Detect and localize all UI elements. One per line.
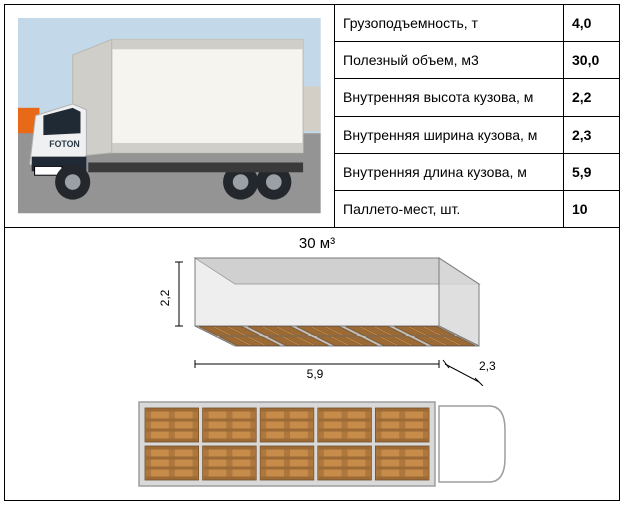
volume-label: 30 м³ [299, 236, 335, 252]
outer-frame: FOTON Грузоподъемность, т 4,0 Полезный о… [4, 4, 620, 501]
dim-length: 5,9 [307, 367, 324, 381]
truck-photo: FOTON [18, 18, 321, 213]
truck-photo-cell: FOTON [5, 5, 335, 227]
spec-label: Грузоподъемность, т [335, 5, 564, 41]
iso-diagram: 30 м³ 2,2 5,9 [139, 236, 499, 386]
spec-table: Грузоподъемность, т 4,0 Полезный объем, … [335, 5, 619, 227]
spec-row-4: Внутренняя длина кузова, м 5,9 [335, 154, 619, 191]
spec-row-2: Внутренняя высота кузова, м 2,2 [335, 79, 619, 116]
spec-row-5: Паллето-мест, шт. 10 [335, 191, 619, 227]
spec-label: Паллето-мест, шт. [335, 191, 564, 227]
spec-value: 10 [564, 191, 619, 227]
spec-label: Полезный объем, м3 [335, 42, 564, 78]
spec-row-0: Грузоподъемность, т 4,0 [335, 5, 619, 42]
spec-row-1: Полезный объем, м3 30,0 [335, 42, 619, 79]
dim-width: 2,3 [479, 359, 496, 373]
diagram-section: 30 м³ 2,2 5,9 [5, 228, 619, 500]
spec-value: 2,3 [564, 117, 619, 153]
spec-value: 5,9 [564, 154, 619, 190]
top-section: FOTON Грузоподъемность, т 4,0 Полезный о… [5, 5, 619, 228]
spec-value: 2,2 [564, 79, 619, 115]
spec-value: 30,0 [564, 42, 619, 78]
spec-label: Внутренняя длина кузова, м [335, 154, 564, 190]
spec-label: Внутренняя высота кузова, м [335, 79, 564, 115]
spec-value: 4,0 [564, 5, 619, 41]
spec-row-3: Внутренняя ширина кузова, м 2,3 [335, 117, 619, 154]
dim-height: 2,2 [158, 289, 172, 306]
brand-label: FOTON [49, 139, 80, 149]
top-view-diagram [137, 400, 513, 488]
spec-label: Внутренняя ширина кузова, м [335, 117, 564, 153]
